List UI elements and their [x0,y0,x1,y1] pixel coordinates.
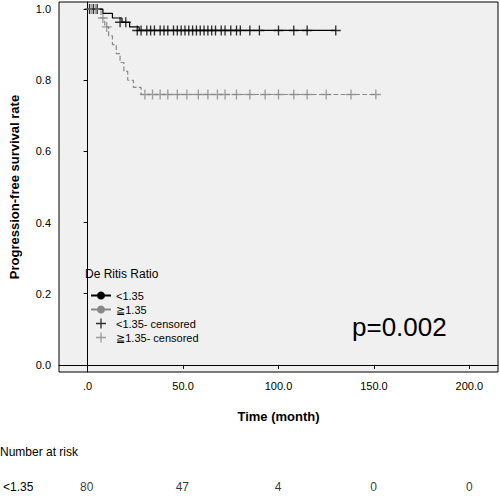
svg-text:0.0: 0.0 [36,359,51,371]
svg-text:0.8: 0.8 [36,74,51,86]
svg-text:50.0: 50.0 [172,380,193,392]
svg-text:<1.35- censored: <1.35- censored [116,318,196,330]
svg-text:150.0: 150.0 [360,380,388,392]
svg-text:0.2: 0.2 [36,288,51,300]
svg-text:Progression-free survival rate: Progression-free survival rate [7,95,22,279]
svg-text:<1.35: <1.35 [116,290,144,302]
svg-text:1.0: 1.0 [36,3,51,15]
svg-text:Number at risk: Number at risk [0,445,79,459]
svg-text:<1.35: <1.35 [3,480,34,494]
svg-text:0: 0 [370,480,377,494]
svg-text:200.0: 200.0 [456,380,484,392]
svg-text:0: 0 [466,480,473,494]
svg-text:≧1.35: ≧1.35 [116,304,147,316]
svg-text:p=0.002: p=0.002 [352,312,447,342]
svg-text:0.4: 0.4 [36,217,51,229]
svg-text:0.6: 0.6 [36,145,51,157]
svg-text:4: 4 [275,480,282,494]
svg-text:Time (month): Time (month) [237,409,319,424]
svg-text:.0: .0 [83,380,92,392]
svg-text:47: 47 [176,480,190,494]
svg-text:≧1.35- censored: ≧1.35- censored [116,332,199,344]
svg-text:De Ritis Ratio: De Ritis Ratio [85,267,159,281]
svg-text:80: 80 [80,480,94,494]
svg-text:100.0: 100.0 [265,380,293,392]
